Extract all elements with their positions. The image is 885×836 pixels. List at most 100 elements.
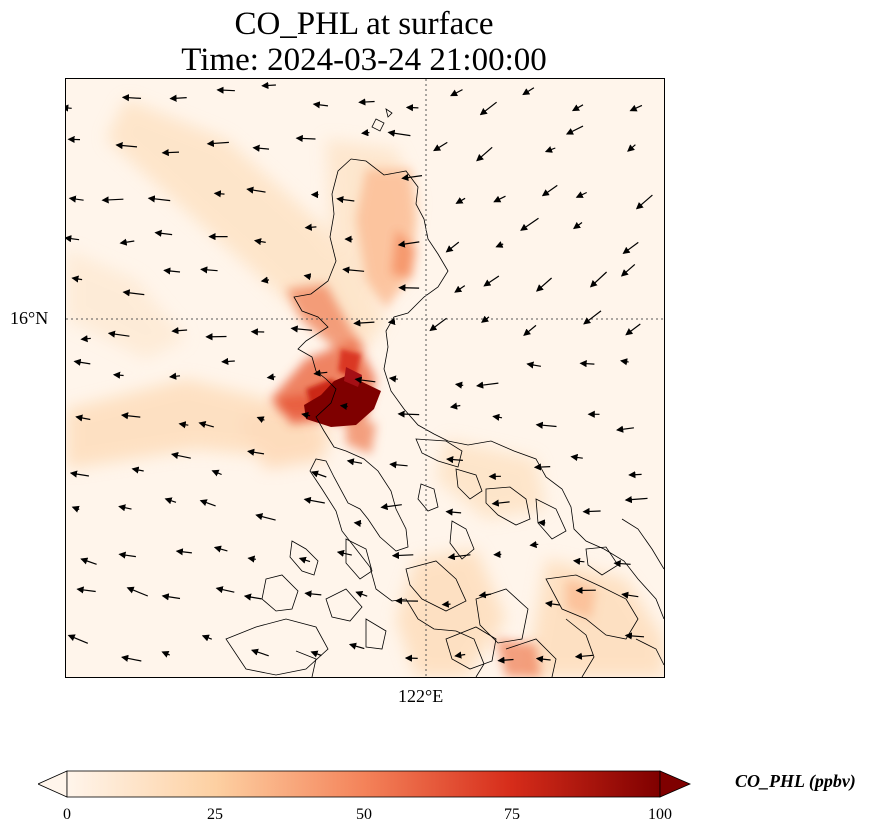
wind-arrow — [492, 413, 503, 421]
wind-arrow — [535, 421, 557, 429]
wind-arrow — [122, 289, 145, 297]
wind-arrow — [147, 195, 171, 203]
wind-arrow — [336, 196, 355, 204]
wind-arrow — [213, 190, 225, 198]
co-concentration-field — [66, 99, 664, 677]
wind-arrow — [290, 325, 313, 333]
wind-arrow — [175, 548, 192, 556]
wind-arrow — [298, 556, 311, 564]
wind-arrow — [101, 196, 124, 204]
wind-arrow — [405, 104, 419, 112]
wind-arrow — [544, 600, 560, 608]
wind-arrow — [478, 591, 492, 599]
wind-arrow — [535, 655, 551, 663]
wind-arrow — [358, 98, 375, 106]
wind-arrow — [446, 456, 463, 464]
wind-arrow — [476, 381, 499, 389]
wind-arrow — [255, 513, 276, 521]
wind-arrow — [481, 315, 490, 323]
wind-arrow — [170, 452, 191, 460]
wind-arrow — [121, 654, 142, 662]
wind-arrow — [483, 275, 500, 287]
wind-arrow — [387, 129, 411, 137]
colorbar-extend-min — [38, 770, 68, 798]
wind-arrow — [68, 195, 84, 203]
wind-arrow — [533, 463, 551, 471]
wind-arrow — [429, 317, 447, 332]
wind-arrow — [520, 217, 539, 231]
colorbar-tick: 75 — [504, 806, 520, 823]
wind-arrow — [169, 372, 181, 380]
colorbar — [38, 770, 692, 798]
wind-arrow — [541, 184, 558, 197]
wind-arrow — [73, 358, 91, 366]
wind-arrow — [112, 371, 124, 379]
wind-arrow — [447, 553, 471, 561]
wind-arrow — [523, 324, 537, 336]
colorbar-label: CO_PHL (ppbv) — [735, 771, 856, 791]
wind-arrow — [169, 94, 187, 102]
wind-arrow — [495, 241, 504, 248]
wind-arrow — [303, 496, 325, 504]
wind-arrow — [535, 277, 552, 292]
wind-arrow — [216, 86, 235, 94]
colorbar-extend-max — [659, 770, 692, 798]
wind-arrow — [620, 263, 636, 277]
wind-arrow — [571, 104, 584, 112]
wind-arrow — [570, 453, 583, 462]
wind-arrow — [71, 505, 80, 513]
wind-arrow — [118, 504, 132, 512]
wind-arrow — [387, 318, 396, 326]
wind-arrow — [565, 125, 584, 135]
wind-arrow — [388, 375, 398, 383]
wind-arrow — [310, 470, 327, 478]
map-canvas — [66, 79, 664, 677]
wind-arrow — [115, 141, 138, 150]
wind-arrow — [380, 502, 402, 511]
wind-arrow — [69, 470, 89, 478]
lon-tick-label: 122°E — [398, 686, 444, 706]
wind-arrow — [260, 276, 270, 284]
wind-arrow — [246, 186, 266, 194]
wind-arrow — [629, 104, 643, 112]
wind-arrow — [161, 148, 180, 157]
wind-arrow — [253, 238, 266, 246]
wind-arrow — [121, 94, 142, 102]
wind-arrow — [445, 241, 460, 253]
wind-arrow — [256, 416, 265, 424]
wind-arrow — [361, 129, 370, 137]
wind-arrow — [635, 194, 653, 210]
map-title: CO_PHL at surface — [234, 6, 494, 42]
wind-arrow — [579, 360, 595, 368]
wind-arrow — [397, 410, 420, 418]
wind-arrow — [353, 519, 362, 528]
wind-arrow — [574, 652, 594, 660]
wind-arrow — [397, 240, 420, 248]
wind-arrow — [616, 425, 634, 433]
wind-arrow — [622, 241, 639, 255]
wind-arrow — [401, 173, 423, 182]
wind-arrow — [624, 632, 645, 640]
wind-arrow — [389, 461, 408, 469]
wind-arrow — [161, 593, 181, 601]
wind-arrow — [624, 495, 648, 504]
wind-arrow — [526, 361, 542, 369]
wind-arrow — [213, 545, 228, 553]
wind-arrow — [625, 323, 641, 336]
wind-arrow — [522, 87, 535, 96]
wind-arrow — [621, 591, 639, 599]
colorbar-tick: 0 — [63, 806, 71, 823]
wind-arrow — [164, 497, 177, 505]
wind-arrow — [198, 421, 214, 428]
wind-arrow — [178, 421, 189, 429]
wind-arrow — [589, 271, 608, 288]
wind-arrow — [118, 551, 136, 559]
wind-arrow — [301, 411, 311, 419]
wind-arrow — [354, 376, 376, 384]
wind-arrow — [80, 335, 91, 343]
wind-arrow — [119, 238, 135, 246]
wind-arrow — [454, 285, 466, 293]
wind-arrow — [582, 507, 601, 516]
colorbar-gradient — [66, 770, 661, 798]
wind-arrow — [445, 508, 462, 516]
